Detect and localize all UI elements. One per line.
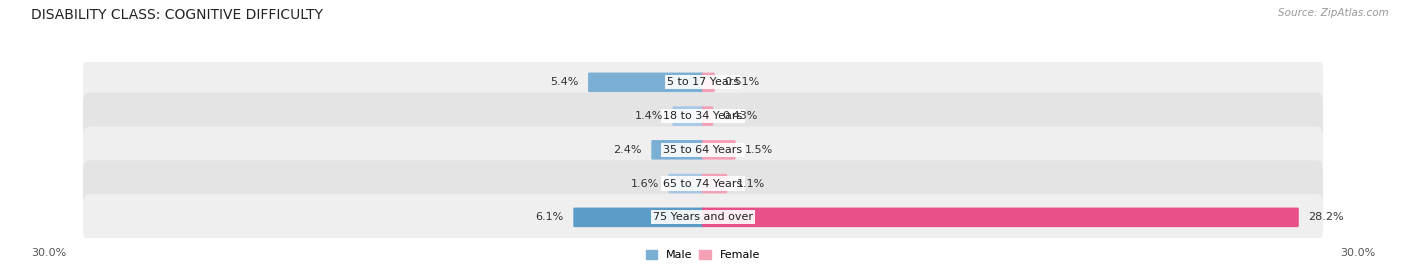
Text: 65 to 74 Years: 65 to 74 Years bbox=[664, 178, 742, 189]
Text: 30.0%: 30.0% bbox=[1340, 248, 1375, 258]
Text: 0.43%: 0.43% bbox=[723, 111, 758, 121]
Text: 2.4%: 2.4% bbox=[613, 145, 643, 155]
Text: 75 Years and over: 75 Years and over bbox=[652, 212, 754, 222]
Text: 1.5%: 1.5% bbox=[745, 145, 773, 155]
FancyBboxPatch shape bbox=[702, 208, 1299, 227]
FancyBboxPatch shape bbox=[83, 93, 1323, 139]
FancyBboxPatch shape bbox=[574, 208, 704, 227]
FancyBboxPatch shape bbox=[672, 106, 704, 126]
FancyBboxPatch shape bbox=[702, 174, 727, 193]
Text: 18 to 34 Years: 18 to 34 Years bbox=[664, 111, 742, 121]
Text: 1.1%: 1.1% bbox=[737, 178, 765, 189]
Text: DISABILITY CLASS: COGNITIVE DIFFICULTY: DISABILITY CLASS: COGNITIVE DIFFICULTY bbox=[31, 8, 323, 22]
Text: 0.51%: 0.51% bbox=[724, 77, 759, 87]
Text: Source: ZipAtlas.com: Source: ZipAtlas.com bbox=[1278, 8, 1389, 18]
Text: 28.2%: 28.2% bbox=[1308, 212, 1344, 222]
Text: 6.1%: 6.1% bbox=[536, 212, 564, 222]
FancyBboxPatch shape bbox=[702, 73, 714, 92]
FancyBboxPatch shape bbox=[83, 194, 1323, 241]
FancyBboxPatch shape bbox=[588, 73, 704, 92]
FancyBboxPatch shape bbox=[702, 106, 713, 126]
Text: 1.6%: 1.6% bbox=[630, 178, 658, 189]
FancyBboxPatch shape bbox=[651, 140, 704, 160]
Text: 5 to 17 Years: 5 to 17 Years bbox=[666, 77, 740, 87]
Text: 35 to 64 Years: 35 to 64 Years bbox=[664, 145, 742, 155]
FancyBboxPatch shape bbox=[83, 160, 1323, 207]
FancyBboxPatch shape bbox=[83, 59, 1323, 106]
Text: 1.4%: 1.4% bbox=[634, 111, 664, 121]
FancyBboxPatch shape bbox=[83, 127, 1323, 173]
Text: 30.0%: 30.0% bbox=[31, 248, 66, 258]
FancyBboxPatch shape bbox=[668, 174, 704, 193]
FancyBboxPatch shape bbox=[702, 140, 735, 160]
Text: 5.4%: 5.4% bbox=[550, 77, 579, 87]
Legend: Male, Female: Male, Female bbox=[641, 245, 765, 264]
